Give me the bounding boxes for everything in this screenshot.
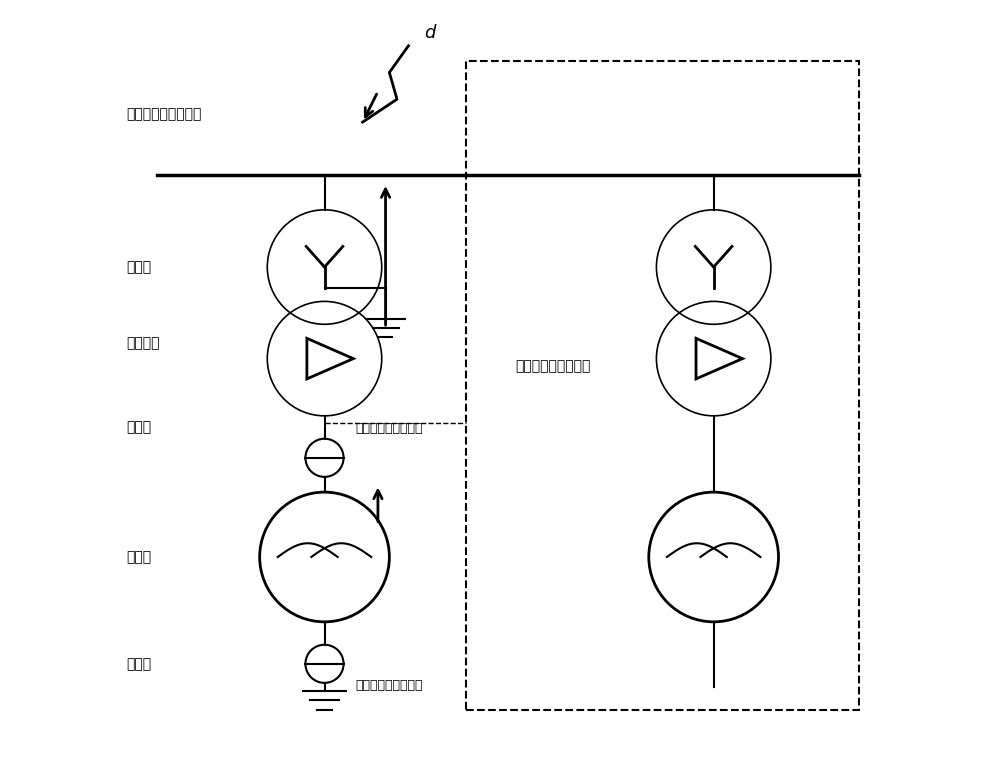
Text: 高压侧: 高压侧 [126, 260, 151, 274]
Text: 本机组: 本机组 [126, 657, 151, 671]
Text: 发电机: 发电机 [126, 550, 151, 564]
Text: 低压侧: 低压侧 [126, 420, 151, 434]
Text: 主变压器: 主变压器 [126, 336, 160, 350]
Text: 发电机侧电流互感器: 发电机侧电流互感器 [355, 679, 423, 692]
Text: 单相接地故障的线路: 单相接地故障的线路 [126, 108, 202, 121]
Text: 厂内其它机组和线路: 厂内其它机组和线路 [515, 359, 591, 373]
Text: 发电机侧电流互感器: 发电机侧电流互感器 [355, 422, 423, 435]
Text: d: d [424, 24, 435, 42]
